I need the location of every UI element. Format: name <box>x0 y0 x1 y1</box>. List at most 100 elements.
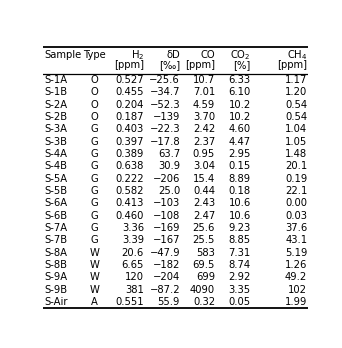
Text: 69.5: 69.5 <box>193 260 215 270</box>
Text: 3.04: 3.04 <box>193 161 215 171</box>
Text: 102: 102 <box>288 285 307 295</box>
Text: [ppm]: [ppm] <box>277 60 307 70</box>
Text: G: G <box>91 235 98 245</box>
Text: S-3A: S-3A <box>44 124 67 134</box>
Text: 0.638: 0.638 <box>116 161 144 171</box>
Text: 0.527: 0.527 <box>115 75 144 85</box>
Text: S-4B: S-4B <box>44 161 67 171</box>
Text: 4090: 4090 <box>190 285 215 295</box>
Text: 20.1: 20.1 <box>285 161 307 171</box>
Text: 0.204: 0.204 <box>116 100 144 110</box>
Text: 2.37: 2.37 <box>193 137 215 147</box>
Text: −52.3: −52.3 <box>149 100 180 110</box>
Text: 0.95: 0.95 <box>193 149 215 159</box>
Text: 2.42: 2.42 <box>193 124 215 134</box>
Text: S-9A: S-9A <box>44 272 67 282</box>
Text: $\mathregular{CO_2}$: $\mathregular{CO_2}$ <box>230 48 251 62</box>
Text: 381: 381 <box>125 285 144 295</box>
Text: CO: CO <box>200 50 215 60</box>
Text: S-Air: S-Air <box>44 297 68 307</box>
Text: 63.7: 63.7 <box>158 149 180 159</box>
Text: S-8B: S-8B <box>44 260 67 270</box>
Text: 10.7: 10.7 <box>193 75 215 85</box>
Text: −108: −108 <box>153 211 180 221</box>
Text: −204: −204 <box>153 272 180 282</box>
Text: O: O <box>91 112 98 122</box>
Text: S-1A: S-1A <box>44 75 67 85</box>
Text: 0.03: 0.03 <box>285 211 307 221</box>
Text: 4.59: 4.59 <box>193 100 215 110</box>
Text: G: G <box>91 149 98 159</box>
Text: 55.9: 55.9 <box>158 297 180 307</box>
Text: Type: Type <box>83 50 106 60</box>
Text: 25.6: 25.6 <box>193 223 215 233</box>
Text: 6.10: 6.10 <box>228 87 251 97</box>
Text: 8.74: 8.74 <box>229 260 251 270</box>
Text: 0.32: 0.32 <box>193 297 215 307</box>
Text: 0.403: 0.403 <box>116 124 144 134</box>
Text: S-9B: S-9B <box>44 285 67 295</box>
Text: 2.43: 2.43 <box>193 198 215 208</box>
Text: S-2A: S-2A <box>44 100 67 110</box>
Text: S-7A: S-7A <box>44 223 67 233</box>
Text: 6.33: 6.33 <box>229 75 251 85</box>
Text: 0.413: 0.413 <box>116 198 144 208</box>
Text: [ppm]: [ppm] <box>114 60 144 70</box>
Text: 4.47: 4.47 <box>229 137 251 147</box>
Text: 0.389: 0.389 <box>116 149 144 159</box>
Text: Sample: Sample <box>44 50 81 60</box>
Text: 0.222: 0.222 <box>115 174 144 184</box>
Text: 699: 699 <box>196 272 215 282</box>
Text: 25.0: 25.0 <box>158 186 180 196</box>
Text: G: G <box>91 161 98 171</box>
Text: G: G <box>91 223 98 233</box>
Text: 8.89: 8.89 <box>229 174 251 184</box>
Text: 2.92: 2.92 <box>228 272 251 282</box>
Text: $\mathregular{CH_4}$: $\mathregular{CH_4}$ <box>287 48 307 62</box>
Text: 0.397: 0.397 <box>116 137 144 147</box>
Text: 43.1: 43.1 <box>285 235 307 245</box>
Text: 3.36: 3.36 <box>122 223 144 233</box>
Text: 0.187: 0.187 <box>116 112 144 122</box>
Text: 0.551: 0.551 <box>115 297 144 307</box>
Text: G: G <box>91 137 98 147</box>
Text: 0.54: 0.54 <box>285 100 307 110</box>
Text: S-6A: S-6A <box>44 198 67 208</box>
Text: −22.3: −22.3 <box>149 124 180 134</box>
Text: 1.48: 1.48 <box>285 149 307 159</box>
Text: 10.2: 10.2 <box>228 100 251 110</box>
Text: 1.05: 1.05 <box>285 137 307 147</box>
Text: −139: −139 <box>153 112 180 122</box>
Text: 0.19: 0.19 <box>285 174 307 184</box>
Text: 1.26: 1.26 <box>285 260 307 270</box>
Text: [ppm]: [ppm] <box>185 60 215 70</box>
Text: A: A <box>91 297 98 307</box>
Text: 10.2: 10.2 <box>228 112 251 122</box>
Text: O: O <box>91 87 98 97</box>
Text: 2.47: 2.47 <box>193 211 215 221</box>
Text: 6.65: 6.65 <box>122 260 144 270</box>
Text: O: O <box>91 100 98 110</box>
Text: S-2B: S-2B <box>44 112 67 122</box>
Text: 583: 583 <box>196 248 215 258</box>
Text: S-5B: S-5B <box>44 186 67 196</box>
Text: 1.20: 1.20 <box>285 87 307 97</box>
Text: G: G <box>91 186 98 196</box>
Text: −167: −167 <box>153 235 180 245</box>
Text: 0.582: 0.582 <box>116 186 144 196</box>
Text: 2.95: 2.95 <box>228 149 251 159</box>
Text: [‰]: [‰] <box>159 60 180 70</box>
Text: W: W <box>90 285 100 295</box>
Text: 0.460: 0.460 <box>116 211 144 221</box>
Text: S-5A: S-5A <box>44 174 67 184</box>
Text: 0.455: 0.455 <box>116 87 144 97</box>
Text: −47.9: −47.9 <box>149 248 180 258</box>
Text: 7.01: 7.01 <box>193 87 215 97</box>
Text: S-4A: S-4A <box>44 149 67 159</box>
Text: −206: −206 <box>153 174 180 184</box>
Text: W: W <box>90 248 100 258</box>
Text: S-8A: S-8A <box>44 248 67 258</box>
Text: G: G <box>91 198 98 208</box>
Text: S-3B: S-3B <box>44 137 67 147</box>
Text: 0.54: 0.54 <box>285 112 307 122</box>
